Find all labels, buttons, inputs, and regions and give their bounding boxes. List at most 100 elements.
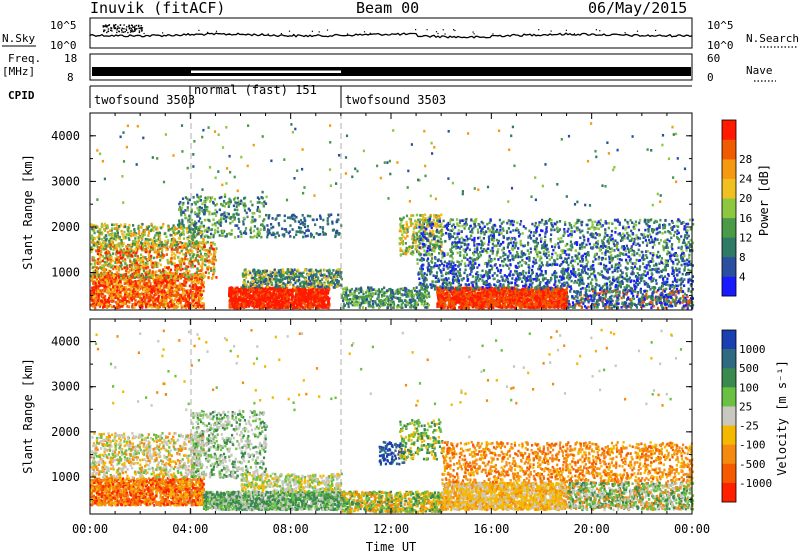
echo-cell [221, 234, 224, 237]
echo-cell [318, 290, 321, 294]
echo-cell [246, 215, 249, 219]
echo-cell [268, 278, 272, 281]
echo-cell [104, 268, 108, 271]
echo-cell [298, 301, 301, 305]
echo-cell [98, 284, 101, 288]
echo-cell [188, 214, 191, 218]
echo-cell [97, 287, 100, 290]
echo-cell [280, 287, 283, 290]
echo-cell [235, 297, 238, 301]
frequency-panel-frame [89, 53, 693, 81]
echo-cell [165, 266, 168, 269]
echo-cell [95, 266, 98, 269]
echo-cell [165, 281, 168, 284]
noise-dot [346, 33, 349, 35]
echo-cell [165, 276, 168, 279]
echo-cell [137, 275, 140, 278]
echo-cell [252, 294, 255, 297]
echo-cell [191, 250, 194, 253]
echo-cell [204, 241, 207, 245]
echo-cell [256, 300, 259, 303]
echo-cell [162, 287, 165, 290]
echo-cell [190, 260, 193, 264]
echo-cell [121, 251, 124, 254]
echo-cell [153, 278, 156, 282]
noise-dot [116, 27, 118, 30]
cpid-strip: CPID twofsound 3503 normal (fast) 151 tw… [8, 83, 692, 108]
echo-cell [169, 285, 172, 289]
noise-dot [128, 24, 130, 26]
echo-cell [144, 247, 147, 251]
echo-cell [250, 221, 253, 224]
echo-cell [93, 285, 96, 289]
noise-dot [106, 26, 108, 28]
echo-cell [245, 272, 248, 276]
echo-cell [120, 238, 123, 242]
echo-cell [233, 305, 236, 309]
echo-cell [196, 278, 199, 282]
echo-cell [253, 234, 256, 238]
echo-cell [308, 305, 311, 309]
echo-cell [128, 238, 131, 241]
echo-cell [110, 296, 113, 299]
echo-cell [194, 256, 197, 260]
echo-cell [232, 287, 235, 291]
echo-cell [279, 299, 282, 302]
echo-cell [141, 265, 144, 268]
echo-cell [202, 272, 205, 275]
echo-cell [169, 268, 173, 272]
echo-cell [187, 276, 190, 279]
echo-cell [122, 242, 125, 245]
echo-cell [187, 301, 190, 304]
echo-cell [255, 290, 259, 293]
echo-cell [153, 236, 156, 240]
echo-cell [285, 299, 288, 302]
echo-cell [338, 268, 341, 271]
echo-cell [153, 225, 156, 229]
echo-cell [142, 248, 145, 252]
echo-cell [133, 271, 136, 275]
echo-cell [269, 299, 272, 302]
echo-cell [180, 212, 183, 216]
echo-cell [274, 274, 277, 277]
echo-cell [313, 297, 316, 300]
echo-cell [293, 289, 296, 292]
echo-cell [286, 276, 289, 279]
echo-cell [314, 295, 317, 298]
echo-cell [109, 263, 112, 267]
echo-cell [160, 292, 163, 295]
echo-cell [144, 297, 147, 301]
echo-cell [151, 305, 154, 309]
echo-cell [159, 254, 162, 257]
echo-cell [90, 234, 94, 237]
echo-cell [146, 270, 149, 273]
echo-cell [173, 252, 176, 255]
echo-cell [149, 238, 152, 241]
echo-cell [179, 299, 182, 303]
echo-cell [115, 236, 119, 239]
echo-cell [101, 231, 104, 234]
echo-cell [179, 241, 182, 244]
echo-cell [124, 260, 127, 264]
echo-cell [199, 300, 202, 303]
echo-cell [236, 196, 239, 200]
echo-cell [150, 263, 153, 266]
echo-cell [150, 242, 153, 245]
echo-cell [318, 306, 321, 309]
echo-cell [120, 299, 124, 303]
echo-cell [166, 306, 169, 309]
echo-cell [177, 275, 180, 279]
echo-cell [107, 301, 110, 304]
echo-cell [165, 253, 168, 256]
echo-cell [122, 298, 125, 301]
echo-cell [144, 250, 147, 253]
echo-cell [136, 264, 139, 267]
echo-cell [190, 241, 193, 244]
echo-cell [170, 281, 173, 285]
echo-cell [124, 225, 127, 229]
echo-cell [256, 227, 259, 231]
echo-cell [191, 296, 195, 300]
echo-cell [145, 296, 148, 300]
echo-cell [227, 212, 230, 216]
echo-cell [180, 249, 183, 253]
